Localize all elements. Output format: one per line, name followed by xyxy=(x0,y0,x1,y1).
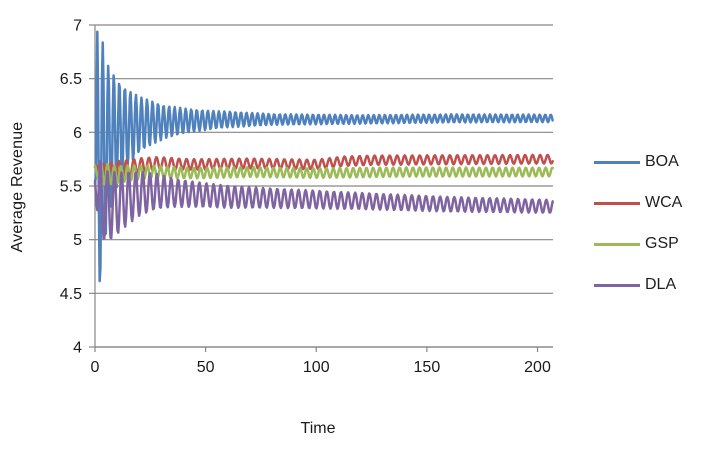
legend-label: WCA xyxy=(645,194,683,211)
legend: BOA WCA GSP DLA xyxy=(594,150,706,314)
x-tick-label: 150 xyxy=(414,359,441,376)
series-line-BOA xyxy=(93,30,554,283)
x-axis-title: Time xyxy=(300,420,336,437)
x-tick-label: 0 xyxy=(91,359,100,376)
y-tick-label: 6 xyxy=(73,125,82,142)
y-tick-label: 7 xyxy=(73,18,82,35)
y-tick-label: 5 xyxy=(73,232,82,249)
legend-label: GSP xyxy=(645,235,679,252)
legend-line-swatch xyxy=(594,242,640,246)
legend-entry-GSP: GSP xyxy=(594,232,706,256)
x-tick-label: 100 xyxy=(303,359,330,376)
series-line-WCA xyxy=(93,153,554,186)
legend-line-swatch xyxy=(594,283,640,287)
y-axis-title: Average Revenue xyxy=(9,121,26,253)
legend-entry-DLA: DLA xyxy=(594,273,706,297)
legend-line-swatch xyxy=(594,201,640,205)
y-tick-label: 4 xyxy=(73,340,82,357)
legend-label: BOA xyxy=(645,153,679,170)
legend-entry-WCA: WCA xyxy=(594,191,706,215)
y-tick-label: 4.5 xyxy=(60,286,82,303)
x-tick-label: 200 xyxy=(524,359,551,376)
legend-entry-BOA: BOA xyxy=(594,150,706,174)
series-line-DLA xyxy=(93,159,554,240)
legend-label: DLA xyxy=(645,276,677,293)
y-tick-label: 6.5 xyxy=(60,71,82,88)
legend-line-swatch xyxy=(594,160,640,164)
y-tick-label: 5.5 xyxy=(60,179,82,196)
x-tick-label: 50 xyxy=(197,359,215,376)
